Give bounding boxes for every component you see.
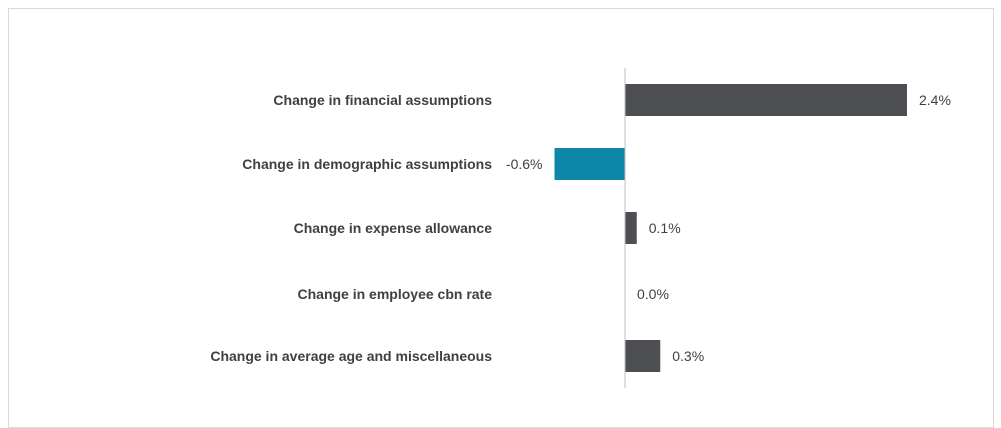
bar [625,340,661,372]
labels-layer: Change in financial assumptions 2.4% Chang… [210,92,951,364]
chart-frame [8,8,994,428]
bar [625,212,637,244]
bar [554,148,625,180]
category-label: Change in average age and miscellaneous [210,348,492,364]
data-label: -0.6% [506,156,543,172]
data-label: 0.0% [637,286,669,302]
bar-chart: Change in financial assumptions 2.4% Chang… [210,68,951,388]
data-label: 0.3% [672,348,704,364]
category-label: Change in expense allowance [294,220,493,236]
data-label: 2.4% [919,92,951,108]
category-label: Change in financial assumptions [273,92,492,108]
category-label: Change in demographic assumptions [242,156,492,172]
data-label: 0.1% [649,220,681,236]
bar [625,84,907,116]
bars-layer [554,84,907,372]
category-label: Change in employee cbn rate [298,286,493,302]
